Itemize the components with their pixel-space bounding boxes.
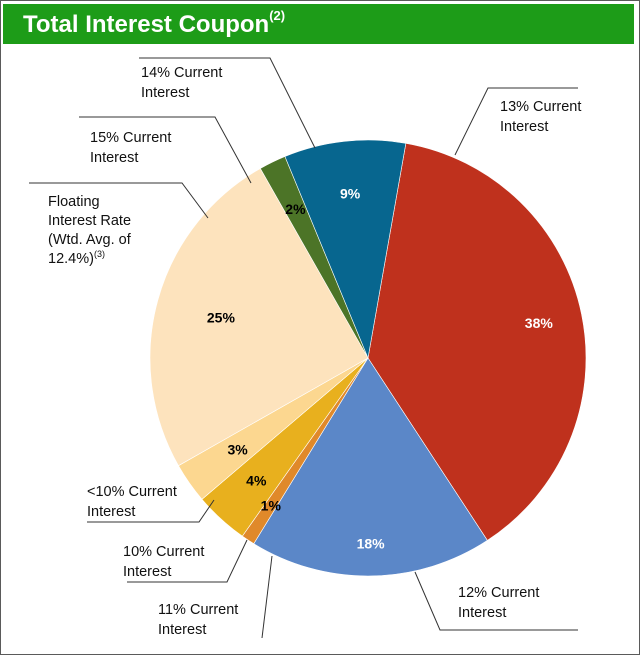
slice-percent-label: 1% [261, 497, 282, 513]
callout-label: <10% Current Interest [87, 484, 177, 520]
callout-leader-line [87, 499, 215, 523]
pie-percent-labels: 38% 18% 1% 4% 3% 25% 2% 9% [207, 185, 553, 551]
callout-label: 12% Current Interest [458, 585, 539, 621]
callout-label: 10% Current Interest [123, 544, 204, 580]
callout-leader-line [127, 539, 248, 583]
slice-percent-label: 38% [525, 315, 554, 331]
pie-slice [253, 357, 488, 577]
slice-percent-label: 18% [357, 535, 386, 551]
callout-leader-line [139, 57, 316, 149]
slice-percent-label: 9% [340, 185, 361, 201]
pie-slices [149, 139, 587, 577]
callout-label: 15% Current Interest [90, 130, 171, 166]
callout-leader-line [414, 571, 578, 631]
callout-leader-line [29, 182, 209, 219]
slice-percent-label: 4% [246, 472, 267, 488]
callout-label: 14% Current Interest [141, 65, 222, 101]
callout-leader-line [261, 555, 273, 639]
callout-leader-line [454, 87, 578, 156]
slice-percent-label: 25% [207, 310, 236, 326]
callout-labels: 13% Current Interest 12% Current Interest 11… [48, 65, 581, 638]
pie-slice [284, 139, 407, 360]
callout-leader-line [79, 116, 252, 184]
chart-header-bar: Total Interest Coupon(2) [3, 4, 634, 44]
chart-title-footnote: (2) [269, 8, 286, 23]
chart-title-text: Total Interest Coupon [23, 11, 270, 38]
slice-percent-label: 2% [285, 201, 306, 217]
callout-label: 13% Current Interest [500, 99, 581, 135]
slice-percent-label: 3% [227, 441, 248, 457]
chart-title: Total Interest Coupon(2) [23, 8, 286, 39]
callout-label: Floating Interest Rate (Wtd. Avg. of 12.4%)… [48, 194, 132, 267]
callout-label: 11% Current Interest [158, 602, 238, 638]
pie-slice [149, 168, 369, 467]
callout-leader-lines [29, 57, 578, 639]
